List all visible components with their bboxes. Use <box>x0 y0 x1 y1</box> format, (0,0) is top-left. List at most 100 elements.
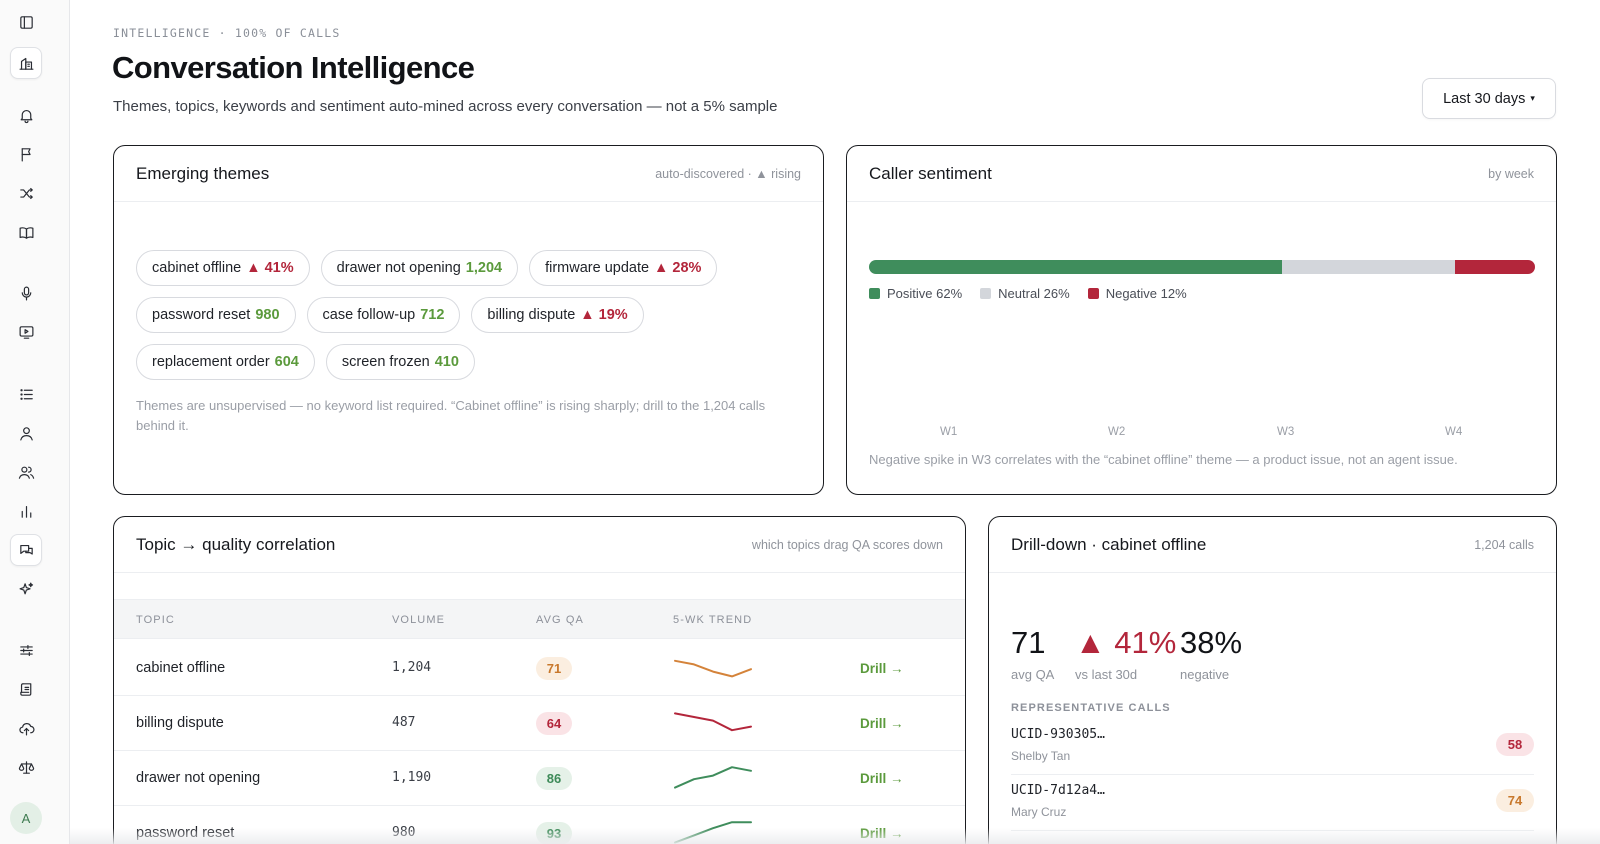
call-id: UCID-930305… <box>1011 727 1105 742</box>
dashboard-icon[interactable] <box>10 47 42 79</box>
bottom-fade <box>70 828 1600 844</box>
conversations-icon[interactable] <box>10 534 42 566</box>
chip-value: ▲ 41% <box>246 260 294 276</box>
users-icon[interactable] <box>10 456 42 488</box>
sentiment-legend: Positive 62% Neutral 26% Negative 12% <box>869 286 1187 301</box>
user-icon[interactable] <box>10 417 42 449</box>
list-icon[interactable] <box>10 378 42 410</box>
column-header[interactable]: 5-WK TREND <box>673 614 753 626</box>
card-meta: 1,204 calls <box>1474 538 1534 552</box>
topic-volume: 1,204 <box>392 660 432 675</box>
swatch <box>869 288 880 299</box>
chip-value: 712 <box>420 307 445 323</box>
cloud-upload-icon[interactable] <box>10 712 42 744</box>
trend-line <box>674 766 752 789</box>
card-title: Drill-down · cabinet offline <box>1011 535 1207 554</box>
bell-icon[interactable] <box>10 99 42 131</box>
page-title: Conversation Intelligence <box>112 50 475 85</box>
stat-change-label: vs last 30d <box>1075 667 1138 682</box>
trend-sparkline <box>674 766 752 789</box>
drill-link[interactable]: Drill → <box>860 771 904 786</box>
card-meta: auto-discovered · ▲ rising <box>655 167 801 181</box>
topic-volume: 487 <box>392 715 416 730</box>
shuffle-icon[interactable] <box>10 177 42 209</box>
theme-chips: cabinet offline ▲ 41% drawer not opening 1… <box>136 250 796 380</box>
theme-chip[interactable]: password reset 980 <box>136 297 296 333</box>
stat-change-value: ▲ 41% <box>1075 625 1177 660</box>
drilldown-card: Drill-down · cabinet offline 1,204 calls… <box>988 516 1557 844</box>
card-header: Drill-down · cabinet offline 1,204 calls <box>989 517 1556 573</box>
trend-sparkline <box>674 659 752 678</box>
sidebar: A <box>0 0 70 844</box>
call-id: UCID-7d12a4… <box>1011 783 1105 798</box>
table-row[interactable]: cabinet offline 1,204 71 Drill → <box>114 641 965 696</box>
call-agent: Shelby Tan <box>1011 749 1071 763</box>
theme-chip[interactable]: case follow-up 712 <box>306 297 461 333</box>
sliders-icon[interactable] <box>10 634 42 666</box>
sentiment-bar <box>869 260 1535 274</box>
chip-label: screen frozen <box>341 354 430 370</box>
date-range-button[interactable]: Last 30 days ▾ <box>1422 78 1556 119</box>
caret-down-icon: ▾ <box>1530 93 1535 103</box>
theme-chip[interactable]: firmware update ▲ 28% <box>529 250 718 286</box>
stat-avg-qa-value: 71 <box>1011 625 1046 660</box>
caller-sentiment-card: Caller sentiment by week Positive 62% Ne… <box>846 145 1557 495</box>
microphone-icon[interactable] <box>10 277 42 309</box>
chip-label: firmware update <box>545 260 650 276</box>
sentiment-segment <box>869 260 1282 274</box>
legend-label: Positive 62% <box>887 286 963 301</box>
flag-icon[interactable] <box>10 138 42 170</box>
week-label: W4 <box>1445 426 1463 438</box>
topic-name: drawer not opening <box>136 770 261 786</box>
theme-chip[interactable]: cabinet offline ▲ 41% <box>136 250 310 286</box>
sentiment-segment <box>1281 260 1456 274</box>
swatch <box>980 288 992 299</box>
book-icon[interactable] <box>10 216 42 248</box>
card-meta: which topics drag QA scores down <box>751 538 943 552</box>
date-range-label: Last 30 days <box>1443 90 1526 107</box>
scale-icon[interactable] <box>10 751 42 783</box>
chip-value: ▲ 19% <box>580 307 628 323</box>
column-header[interactable]: AVG QA <box>536 614 584 626</box>
table-header: TOPIC VOLUME AVG QA 5-WK TREND <box>114 599 965 639</box>
chip-value: 604 <box>274 354 299 370</box>
qa-score-badge: 71 <box>536 657 572 680</box>
theme-chip[interactable]: replacement order 604 <box>136 344 315 380</box>
column-header[interactable]: VOLUME <box>392 614 446 626</box>
topic-name: cabinet offline <box>136 660 226 676</box>
chip-label: cabinet offline <box>152 260 242 276</box>
bar-chart-icon[interactable] <box>10 495 42 527</box>
toggle-sidebar-icon[interactable] <box>10 6 42 38</box>
scroll-icon[interactable] <box>10 673 42 705</box>
legend-label: Neutral 26% <box>998 286 1070 301</box>
call-row[interactable]: UCID-7d12a4… Mary Cruz 74 <box>1011 775 1534 831</box>
chip-value: 1,204 <box>465 260 503 276</box>
avatar[interactable]: A <box>10 802 42 834</box>
chip-label: billing dispute <box>487 307 576 323</box>
sparkles-icon[interactable] <box>10 573 42 605</box>
card-meta: by week <box>1488 167 1534 181</box>
screen-play-icon[interactable] <box>10 316 42 348</box>
qa-score-badge: 64 <box>536 712 572 735</box>
theme-chip[interactable]: screen frozen 410 <box>325 344 475 380</box>
topic-volume: 1,190 <box>392 770 432 785</box>
chip-value: ▲ 28% <box>654 260 702 276</box>
card-title: Topic → quality correlation <box>136 535 336 554</box>
drill-link[interactable]: Drill → <box>860 661 904 676</box>
legend-positive: Positive 62% <box>869 286 962 301</box>
themes-note: Themes are unsupervised — no keyword lis… <box>136 398 766 433</box>
column-header[interactable]: TOPIC <box>136 614 175 626</box>
sentiment-segment <box>1455 260 1535 274</box>
stat-negative-label: negative <box>1180 667 1230 682</box>
table-row[interactable]: drawer not opening 1,190 86 Drill → <box>114 751 965 806</box>
call-agent: Mary Cruz <box>1011 805 1067 819</box>
drill-link[interactable]: Drill → <box>860 716 904 731</box>
table-row[interactable]: billing dispute 487 64 Drill → <box>114 696 965 751</box>
call-row[interactable]: UCID-930305… Shelby Tan 58 <box>1011 719 1534 775</box>
chip-label: case follow-up <box>322 307 416 323</box>
theme-chip[interactable]: billing dispute ▲ 19% <box>471 297 644 333</box>
card-header: Emerging themes auto-discovered · ▲ risi… <box>114 146 823 202</box>
theme-chip[interactable]: drawer not opening 1,204 <box>320 250 519 286</box>
week-label: W1 <box>940 426 958 438</box>
topic-quality-card: Topic → quality correlation which topics… <box>113 516 966 844</box>
